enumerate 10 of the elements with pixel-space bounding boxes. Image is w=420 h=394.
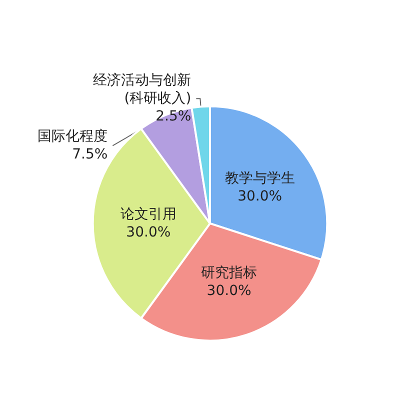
slice-label: 论文引用: [120, 206, 176, 222]
slice-label: 教学与学生: [224, 170, 295, 186]
data-label: 30.0%: [238, 188, 282, 204]
slice-label: 研究指标: [201, 265, 258, 282]
slice-label: 经济活动与创新 (科研收入): [93, 72, 192, 107]
data-label: 2.5%: [156, 108, 192, 125]
data-label: 30.0%: [126, 224, 171, 240]
data-label: 30.0%: [206, 283, 252, 300]
data-label: 7.5%: [72, 146, 108, 163]
slice-label: 国际化程度: [38, 128, 108, 145]
